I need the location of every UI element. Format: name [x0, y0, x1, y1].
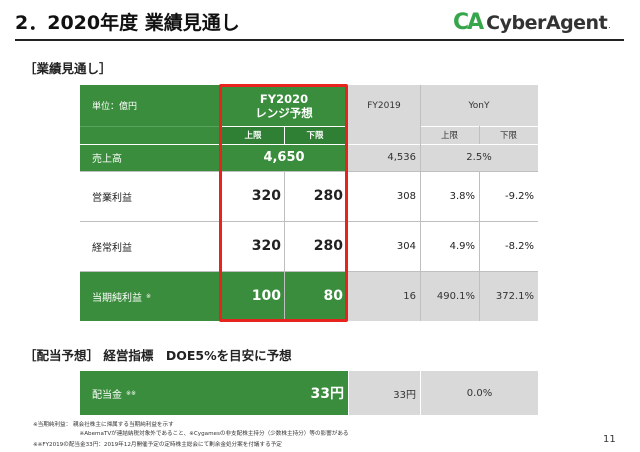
- logo-dot: .: [608, 21, 611, 30]
- net-income-lower: 80: [284, 271, 346, 321]
- net-income-upper: 100: [222, 271, 284, 321]
- grid-line: [80, 171, 538, 172]
- fy2020-highlight-box: [219, 84, 348, 322]
- fy2019-header: FY2019: [348, 85, 420, 144]
- fy2020-title: FY2020: [259, 91, 309, 106]
- operating-income-upper: 320: [222, 171, 284, 221]
- dividend-yony: 0.0%: [421, 371, 538, 415]
- section-dividend-label: ［配当予想］ 経営指標 DOE5%を目安に予想: [24, 348, 292, 363]
- ordinary-income-fy2019: 304: [348, 221, 420, 271]
- operating-income-yony-lower: -9.2%: [479, 171, 538, 221]
- grid-line: [284, 126, 285, 144]
- fy2020-upper-header: 上限: [222, 126, 284, 144]
- sales-fy2019: 4,536: [348, 144, 420, 171]
- page-number: 11: [603, 434, 616, 445]
- fy2020-header: FY2020 レンジ予想: [222, 85, 346, 126]
- operating-income-yony-upper: 3.8%: [420, 171, 479, 221]
- grid-line: [479, 171, 480, 321]
- row-label-operating-income: 営業利益: [80, 171, 222, 221]
- operating-income-lower: 280: [284, 171, 346, 221]
- net-income-yony-lower: 372.1%: [479, 271, 538, 321]
- footnote-dividend: ※※FY2019の配当金33円：2019年12月開催予定の定時株主総会にて剰余金…: [33, 442, 282, 448]
- section-forecast-label: ［業績見通し］: [24, 61, 112, 76]
- net-income-fy2019: 16: [348, 271, 420, 321]
- cyberagent-logo: CA CyberAgent .: [453, 10, 611, 35]
- dividend-note-mark: ※※: [126, 389, 137, 397]
- operating-income-fy2019: 308: [348, 171, 420, 221]
- net-income-note-mark: ※: [146, 292, 152, 300]
- title-divider: [15, 39, 624, 41]
- footnote-net-income-detail: ※AbemaTVが連結納税対象外であること、※Cygamesの非支配株主持分（少…: [33, 431, 349, 437]
- unit-label: 単位：億円: [80, 85, 222, 126]
- sales-yony: 2.5%: [420, 144, 538, 171]
- logo-text: CyberAgent: [486, 11, 608, 34]
- net-income-yony-upper: 490.1%: [420, 271, 479, 321]
- fy2020-subtitle: レンジ予想: [255, 105, 313, 120]
- logo-mark: CA: [453, 10, 484, 35]
- yony-header: YonY: [420, 85, 538, 126]
- ordinary-income-yony-lower: -8.2%: [479, 221, 538, 271]
- ordinary-income-yony-upper: 4.9%: [420, 221, 479, 271]
- grid-line: [479, 126, 480, 144]
- ordinary-income-upper: 320: [222, 221, 284, 271]
- page-title: 2．2020年度 業績見通し: [15, 12, 240, 34]
- dividend-fy2020: 33円: [222, 371, 348, 415]
- footnote-net-income: ※当期純利益： 親会社株主に帰属する当期純利益を示す: [33, 422, 174, 428]
- row-label-ordinary-income: 経常利益: [80, 221, 222, 271]
- header-spacer: [80, 126, 222, 144]
- grid-line: [80, 144, 538, 145]
- grid-line: [80, 126, 222, 127]
- grid-line: [80, 271, 538, 272]
- dividend-row-label: 配当金 ※※: [80, 371, 222, 415]
- row-label-net-income: 当期純利益 ※: [80, 271, 222, 321]
- fy2020-lower-header: 下限: [284, 126, 346, 144]
- row-label-sales: 売上高: [80, 144, 222, 171]
- grid-line: [420, 85, 421, 321]
- sales-fy2020: 4,650: [222, 144, 346, 171]
- grid-line: [284, 171, 285, 321]
- dividend-fy2019: 33円: [349, 371, 420, 415]
- yony-lower-header: 下限: [479, 126, 538, 144]
- net-income-label: 当期純利益: [92, 292, 142, 304]
- grid-line: [80, 221, 538, 222]
- yony-upper-header: 上限: [420, 126, 479, 144]
- ordinary-income-lower: 280: [284, 221, 346, 271]
- dividend-label: 配当金: [92, 389, 122, 401]
